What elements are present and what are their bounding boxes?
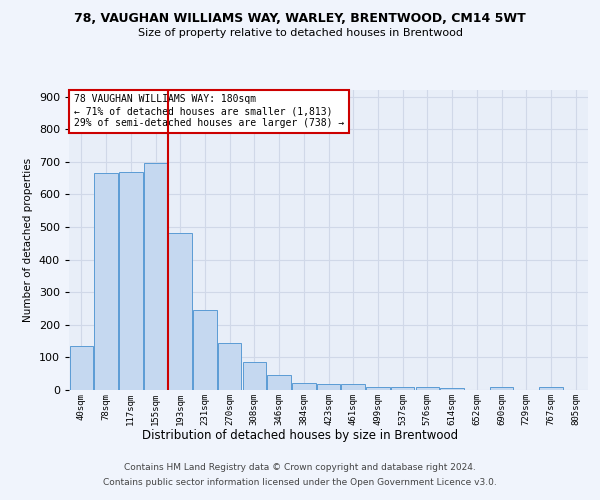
Text: Contains HM Land Registry data © Crown copyright and database right 2024.: Contains HM Land Registry data © Crown c… <box>124 463 476 472</box>
Bar <box>193 310 217 390</box>
Bar <box>242 362 266 390</box>
Bar <box>440 388 464 390</box>
Text: 78 VAUGHAN WILLIAMS WAY: 180sqm
← 71% of detached houses are smaller (1,813)
29%: 78 VAUGHAN WILLIAMS WAY: 180sqm ← 71% of… <box>74 94 344 128</box>
Bar <box>144 164 167 390</box>
Bar <box>119 172 143 390</box>
Bar <box>94 173 118 390</box>
Bar <box>416 388 439 390</box>
Bar <box>341 384 365 390</box>
Bar <box>490 386 513 390</box>
Bar <box>366 386 389 390</box>
Bar <box>169 234 192 390</box>
Bar <box>292 383 316 390</box>
Y-axis label: Number of detached properties: Number of detached properties <box>23 158 33 322</box>
Bar <box>391 388 415 390</box>
Bar <box>70 346 93 390</box>
Text: Contains public sector information licensed under the Open Government Licence v3: Contains public sector information licen… <box>103 478 497 487</box>
Text: Distribution of detached houses by size in Brentwood: Distribution of detached houses by size … <box>142 428 458 442</box>
Bar <box>218 342 241 390</box>
Bar <box>539 386 563 390</box>
Bar <box>317 384 340 390</box>
Text: Size of property relative to detached houses in Brentwood: Size of property relative to detached ho… <box>137 28 463 38</box>
Bar <box>268 374 291 390</box>
Text: 78, VAUGHAN WILLIAMS WAY, WARLEY, BRENTWOOD, CM14 5WT: 78, VAUGHAN WILLIAMS WAY, WARLEY, BRENTW… <box>74 12 526 26</box>
